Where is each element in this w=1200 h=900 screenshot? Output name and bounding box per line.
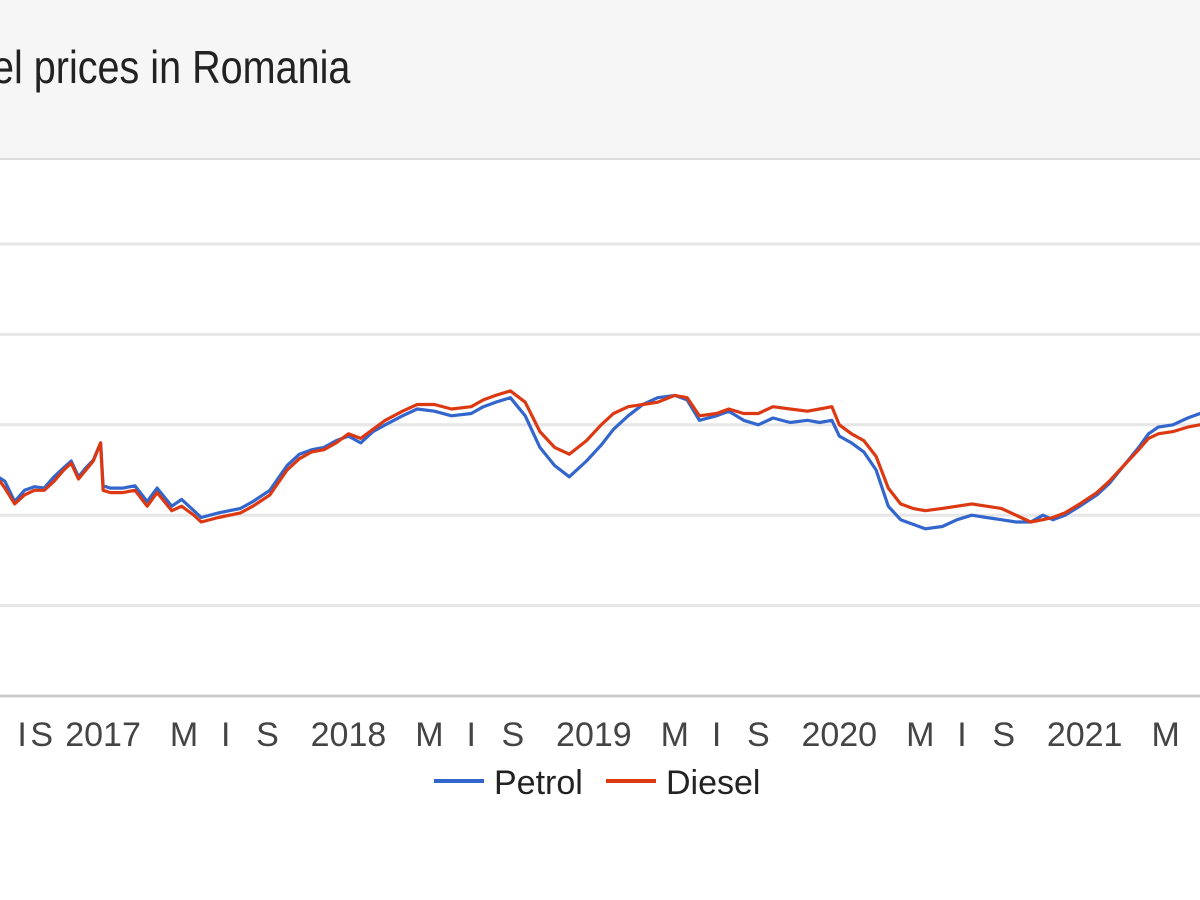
diesel-legend-label: Diesel xyxy=(666,764,760,802)
legend: Petrol Diesel xyxy=(434,764,760,802)
petrol-series-line xyxy=(0,393,1200,531)
x-tick-label: M xyxy=(1151,716,1179,754)
line-chart: I S 2017 M I S 2018 M I S 2019 M I S 2020 M I S 2021 M Petr… xyxy=(0,242,1200,802)
x-tick-label: S xyxy=(256,716,279,754)
x-tick-label: I xyxy=(17,716,26,754)
x-tick-label: M xyxy=(415,716,443,754)
x-tick-label: M xyxy=(906,716,934,754)
x-tick-label: S xyxy=(502,716,525,754)
petrol-legend-label: Petrol xyxy=(494,764,583,802)
x-tick-label: 2020 xyxy=(801,716,877,754)
gridlines xyxy=(0,242,1200,698)
x-tick-label: I xyxy=(957,716,966,754)
x-tick-label: S xyxy=(992,716,1015,754)
x-tick-label: 2017 xyxy=(65,716,141,754)
x-tick-label: 2019 xyxy=(556,716,632,754)
x-axis-ticks: I S 2017 M I S 2018 M I S 2019 M I S 2020 M I S 2021 M xyxy=(17,716,1179,754)
chart-header: el prices in Romania xyxy=(0,0,1200,160)
diesel-series-line xyxy=(0,389,1200,524)
x-tick-label: I xyxy=(712,716,721,754)
x-tick-label: M xyxy=(661,716,689,754)
x-tick-label: M xyxy=(170,716,198,754)
x-tick-label: 2021 xyxy=(1047,716,1123,754)
x-tick-label: S xyxy=(30,716,53,754)
x-tick-label: 2018 xyxy=(311,716,387,754)
x-tick-label: I xyxy=(221,716,230,754)
series-lines xyxy=(0,389,1200,531)
x-tick-label: I xyxy=(466,716,475,754)
chart-title: el prices in Romania xyxy=(0,41,351,93)
x-tick-label: S xyxy=(747,716,770,754)
